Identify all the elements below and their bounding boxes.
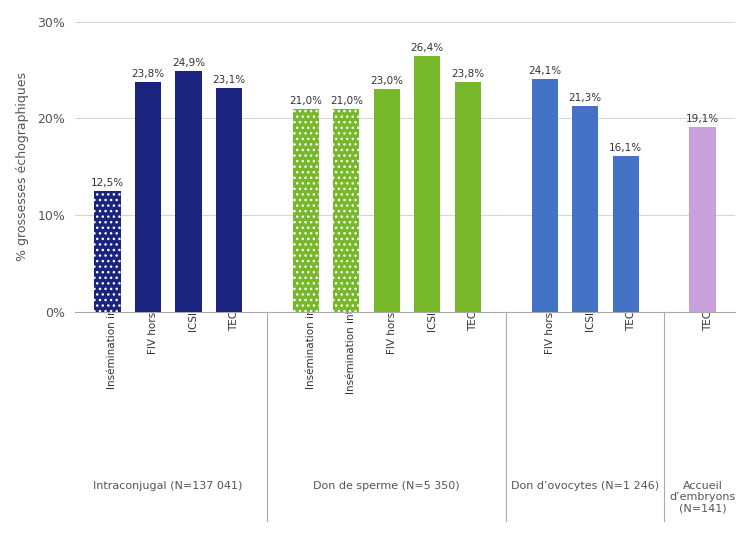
Bar — [292, 109, 319, 312]
Bar — [333, 109, 359, 312]
Text: 12,5%: 12,5% — [91, 178, 124, 188]
Bar — [94, 191, 121, 312]
Text: 24,9%: 24,9% — [172, 58, 205, 68]
Text: 24,1%: 24,1% — [528, 66, 561, 76]
Bar — [176, 71, 202, 312]
Bar — [689, 127, 715, 312]
Y-axis label: % grossesses échographiques: % grossesses échographiques — [16, 72, 29, 261]
Text: 23,8%: 23,8% — [452, 69, 484, 79]
Text: 21,0%: 21,0% — [290, 96, 322, 106]
Text: 23,8%: 23,8% — [131, 69, 164, 79]
Bar — [374, 89, 400, 312]
Text: 16,1%: 16,1% — [609, 143, 642, 153]
Bar — [333, 109, 359, 312]
Text: 21,3%: 21,3% — [568, 93, 602, 103]
Bar — [572, 106, 598, 312]
Text: Don d’ovocytes (N=1 246): Don d’ovocytes (N=1 246) — [511, 480, 659, 491]
Bar — [135, 82, 161, 312]
Bar — [94, 191, 121, 312]
Bar — [454, 82, 481, 312]
Text: Don de sperme (N=5 350): Don de sperme (N=5 350) — [314, 480, 460, 491]
Bar — [532, 79, 558, 312]
Text: 23,0%: 23,0% — [370, 76, 404, 87]
Text: 19,1%: 19,1% — [686, 114, 719, 124]
Bar — [414, 56, 440, 312]
Bar — [613, 156, 639, 312]
Text: Intraconjugal (N=137 041): Intraconjugal (N=137 041) — [94, 480, 243, 491]
Bar — [216, 88, 242, 312]
Bar — [292, 109, 319, 312]
Text: 21,0%: 21,0% — [330, 96, 363, 106]
Text: 23,1%: 23,1% — [212, 75, 245, 86]
Text: Accueil
d’embryons
(N=141): Accueil d’embryons (N=141) — [670, 480, 736, 514]
Text: 26,4%: 26,4% — [411, 44, 444, 53]
